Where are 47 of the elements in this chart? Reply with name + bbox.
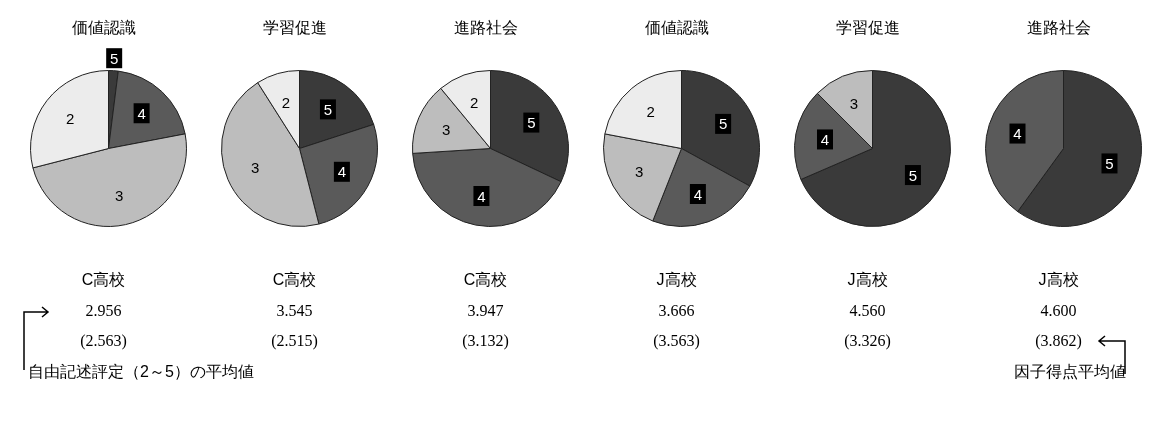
text: 因子得点平均値 (1014, 362, 1126, 382)
text: 2.956 (84, 302, 123, 320)
slice-label: 2 (469, 94, 479, 112)
chart-title: 進路社会 (452, 18, 519, 38)
text: C高校 (462, 270, 509, 290)
slice-label: 4 (477, 187, 486, 205)
text: 4.560 (848, 302, 887, 320)
chart-title: 進路社会 (1025, 18, 1092, 38)
text: J高校 (1037, 270, 1080, 290)
chart-title: 学習促進 (261, 18, 328, 38)
text: (3.563) (652, 332, 701, 350)
slice-label: 4 (1013, 125, 1022, 143)
text: (3.862) (1034, 332, 1083, 350)
slice-label: 4 (137, 104, 146, 122)
slice-label: 5 (527, 114, 536, 132)
text: 4.600 (1039, 302, 1078, 320)
text: J高校 (655, 270, 698, 290)
slice-label: 2 (281, 93, 291, 111)
slice-label: 4 (693, 185, 703, 203)
text: J高校 (846, 270, 889, 290)
slice-label: 5 (908, 166, 918, 184)
chart-title: 価値認識 (643, 18, 710, 38)
text: 3.545 (275, 302, 314, 320)
slice-label: 4 (820, 130, 830, 148)
text: 3.666 (657, 302, 696, 320)
chart-title: 学習促進 (834, 18, 901, 38)
slice-label: 3 (114, 187, 124, 205)
slice-label: 3 (849, 95, 859, 113)
text: 3.947 (466, 302, 505, 320)
slice-label: 2 (646, 102, 655, 120)
text: C高校 (80, 270, 127, 290)
text: (2.515) (270, 332, 319, 350)
text: (3.326) (843, 332, 892, 350)
text: C高校 (271, 270, 318, 290)
slice-label: 5 (323, 100, 333, 118)
slice-label: 5 (110, 49, 119, 67)
slice-label: 2 (66, 110, 75, 128)
text: (3.132) (461, 332, 510, 350)
slice-label: 3 (250, 159, 260, 177)
text: 自由記述評定（2～5）の平均値 (28, 362, 254, 382)
text: (2.563) (79, 332, 128, 350)
slice-label: 4 (337, 163, 347, 181)
slice-label: 3 (634, 163, 644, 181)
chart-title: 価値認識 (70, 18, 137, 38)
slice-label: 5 (718, 115, 728, 133)
slice-label: 3 (441, 120, 451, 138)
slice-label: 5 (1105, 154, 1114, 172)
